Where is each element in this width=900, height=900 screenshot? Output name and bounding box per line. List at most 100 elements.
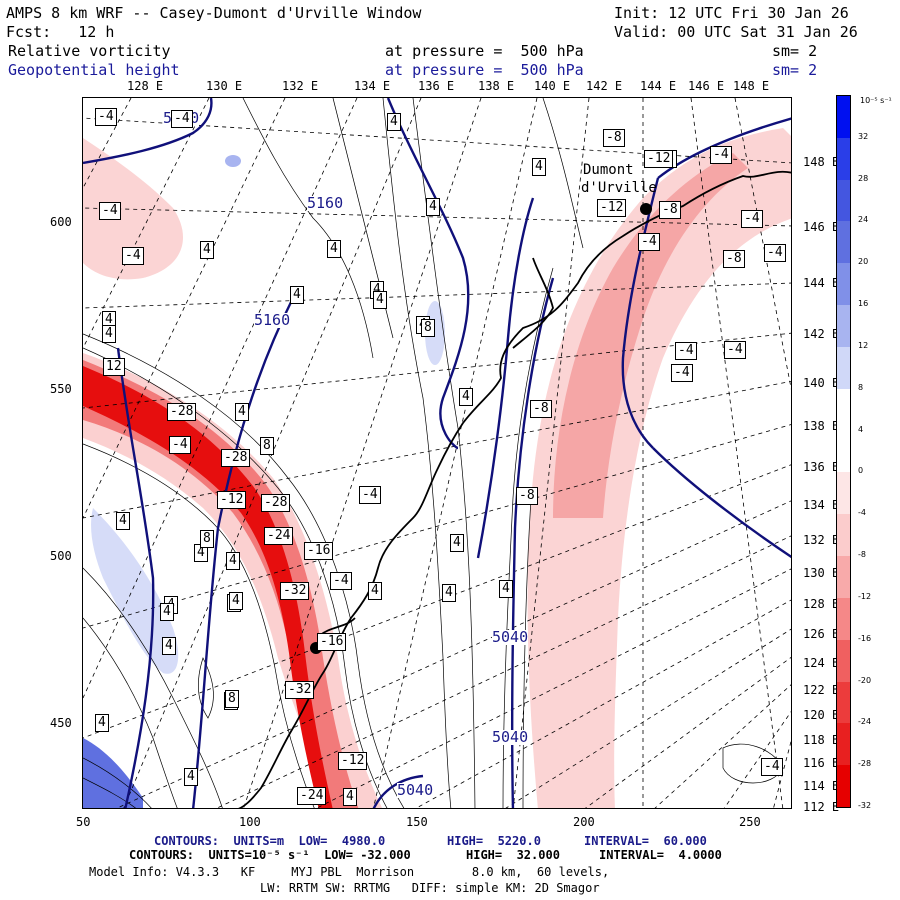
- footer-contours-height-interval: INTERVAL= 60.000: [584, 834, 707, 848]
- vorticity-label: 4: [387, 113, 401, 131]
- x-tick-label: 150: [406, 815, 428, 829]
- colorbar-cell: [837, 179, 850, 222]
- colorbar-unit: 10⁻⁵ s⁻¹: [860, 96, 892, 105]
- vorticity-label: 4: [95, 714, 109, 732]
- vorticity-label: 4: [200, 241, 214, 259]
- colorbar-cell: [837, 472, 850, 515]
- field2-level: at pressure = 500 hPa: [385, 61, 584, 79]
- vorticity-label: -4: [724, 341, 746, 359]
- lon-label: 128 E: [803, 597, 840, 611]
- colorbar-cell: [837, 96, 850, 139]
- vorticity-label: -28: [261, 494, 291, 512]
- lon-label: 114 E: [803, 779, 840, 793]
- lon-label: 136 E: [418, 79, 455, 93]
- vorticity-label: -32: [280, 582, 310, 600]
- vorticity-label: 4: [499, 580, 513, 598]
- vorticity-label: 4: [327, 240, 341, 258]
- lon-label: 136 E: [803, 460, 840, 474]
- colorbar-label: 28: [858, 173, 869, 183]
- lon-label: 144 E: [640, 79, 677, 93]
- colorbar-cell: [837, 305, 850, 348]
- vorticity-label: -4: [638, 233, 660, 251]
- vorticity-label: 4: [368, 582, 382, 600]
- height-contour-label: 5160: [307, 194, 344, 212]
- colorbar-cell: [837, 597, 850, 641]
- x-tick-label: 250: [739, 815, 761, 829]
- vorticity-label: -4: [359, 486, 381, 504]
- height-contour-label: 5040: [397, 781, 434, 799]
- lon-label: 140 E: [803, 376, 840, 390]
- vorticity-label: -16: [317, 633, 347, 651]
- vorticity-label: 4: [116, 512, 130, 530]
- colorbar-label: -24: [858, 717, 872, 727]
- lon-label: 134 E: [354, 79, 391, 93]
- color-bar: [836, 95, 851, 808]
- lon-label: 112 E: [803, 800, 840, 814]
- lon-label: 122 E: [803, 683, 840, 697]
- vorticity-label: -24: [297, 787, 327, 805]
- vorticity-label: -24: [264, 527, 294, 545]
- field2-smoothing: sm= 2: [772, 61, 818, 79]
- lon-label: 146 E: [688, 79, 725, 93]
- vorticity-label: -4: [764, 244, 786, 262]
- vorticity-label: -12: [597, 199, 627, 217]
- colorbar-cell: [837, 430, 850, 473]
- vorticity-label: -4: [671, 364, 693, 382]
- colorbar-cell: [837, 263, 850, 306]
- lon-label: 116 E: [803, 756, 840, 770]
- field1-level: at pressure = 500 hPa: [385, 42, 584, 60]
- vorticity-label: 4: [343, 788, 357, 806]
- y-tick-label: 600: [50, 215, 72, 229]
- colorbar-label: 24: [858, 215, 869, 225]
- lon-label: 142 E: [586, 79, 623, 93]
- colorbar-label: -28: [858, 759, 872, 769]
- colorbar-label: 0: [858, 466, 864, 476]
- vorticity-label: 4: [459, 388, 473, 406]
- vorticity-label: 4: [290, 286, 304, 304]
- colorbar-cell: [837, 556, 850, 599]
- positive-vorticity-patch-c: [425, 301, 445, 365]
- vorticity-label: 8: [260, 437, 274, 455]
- vorticity-label: 4: [226, 552, 240, 570]
- vorticity-label: -28: [221, 449, 251, 467]
- geopotential-height-contours: [83, 98, 791, 808]
- height-contour-label: 5040: [492, 728, 529, 746]
- colorbar-label: 8: [858, 382, 864, 392]
- lon-label: 126 E: [803, 627, 840, 641]
- lon-label: 132 E: [803, 533, 840, 547]
- colorbar-label: -20: [858, 675, 872, 685]
- vorticity-label: 8: [200, 530, 214, 548]
- vorticity-label: 4: [162, 637, 176, 655]
- vorticity-label: -28: [167, 403, 197, 421]
- colorbar-label: -12: [858, 591, 872, 601]
- vorticity-label: -12: [338, 752, 368, 770]
- vorticity-label: 4: [102, 325, 116, 343]
- lon-label: 148 E: [733, 79, 770, 93]
- vorticity-label: -16: [304, 542, 334, 560]
- footer-contours-height-high: HIGH= 5220.0: [447, 834, 541, 848]
- lon-label: 130 E: [803, 566, 840, 580]
- field1-name: Relative vorticity: [8, 42, 171, 60]
- vorticity-label: -4: [171, 110, 193, 128]
- colorbar-label: 16: [858, 299, 869, 309]
- vorticity-label: 4: [442, 584, 456, 602]
- vorticity-label: 4: [426, 198, 440, 216]
- footer-contours-vorticity-low: CONTOURS: UNITS=10⁻⁵ s⁻¹ LOW= -32.000: [129, 848, 411, 862]
- chart-title: AMPS 8 km WRF -- Casey-Dumont d'Urville …: [6, 4, 422, 22]
- field1-smoothing: sm= 2: [772, 42, 818, 60]
- vorticity-label: -32: [285, 681, 315, 699]
- lon-label: 124 E: [803, 656, 840, 670]
- vorticity-label: 4: [373, 291, 387, 309]
- vorticity-label: -4: [761, 758, 783, 776]
- x-tick-label: 100: [239, 815, 261, 829]
- colorbar-cell: [837, 388, 850, 432]
- lon-label: 118 E: [803, 733, 840, 747]
- vorticity-label: -12: [217, 491, 247, 509]
- vorticity-label: -8: [659, 201, 681, 219]
- vorticity-label: -8: [530, 400, 552, 418]
- vorticity-label: -4: [169, 436, 191, 454]
- y-tick-label: 450: [50, 716, 72, 730]
- negative-vorticity-patch-nw: [83, 138, 183, 280]
- vorticity-label: -8: [723, 250, 745, 268]
- lon-label: 148 E: [803, 155, 840, 169]
